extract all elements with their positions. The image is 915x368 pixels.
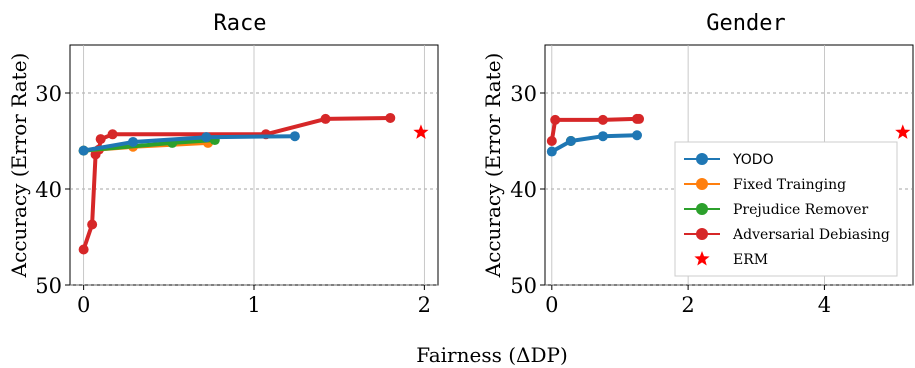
adversarial-debiasing-point xyxy=(634,113,645,124)
legend-marker-adversarial-debiasing xyxy=(696,228,708,240)
adversarial-debiasing-point xyxy=(385,112,396,123)
panel-title-race: Race xyxy=(214,11,267,36)
x-ticks-gender: 0 2 4 xyxy=(545,285,831,317)
adversarial-debiasing-point xyxy=(78,244,89,255)
yodo-point xyxy=(78,145,89,156)
y-axis-label-gender: Accuracy (Error Rate) xyxy=(481,53,505,279)
x-tick-label: 2 xyxy=(681,293,694,317)
legend-label-adversarial-debiasing: Adversarial Debiasing xyxy=(732,227,890,243)
y-ticks-race: 30 40 50 xyxy=(35,82,70,298)
panel-race: Race 30 40 50 0 1 2 xyxy=(35,11,439,317)
legend: YODO Fixed Trainging Prejudice Remover Adve… xyxy=(674,141,898,277)
legend-label-prejudice-remover: Prejudice Remover xyxy=(733,202,868,218)
adversarial-debiasing-point xyxy=(87,219,98,230)
x-tick-label: 2 xyxy=(418,293,431,317)
erm-star-point xyxy=(413,124,429,139)
legend-label-fixed-trainging: Fixed Trainging xyxy=(733,177,846,193)
legend-marker-prejudice-remover xyxy=(696,203,708,215)
y-axis-label-race: Accuracy (Error Rate) xyxy=(7,53,31,279)
y-tick-label: 40 xyxy=(510,178,537,202)
y-tick-label: 30 xyxy=(35,82,62,106)
x-tick-label: 0 xyxy=(545,293,558,317)
adversarial-debiasing-point xyxy=(95,134,106,145)
legend-marker-erm xyxy=(694,251,710,266)
adversarial-debiasing-point xyxy=(550,114,561,125)
x-tick-label: 0 xyxy=(77,293,90,317)
x-tick-label: 4 xyxy=(818,293,831,317)
yodo-point xyxy=(128,136,139,147)
y-ticks-gender: 30 40 50 xyxy=(510,82,545,298)
adversarial-debiasing-point xyxy=(320,113,331,124)
adversarial-debiasing-point xyxy=(107,129,118,140)
series-gender xyxy=(546,113,911,157)
adversarial-debiasing-point xyxy=(597,114,608,125)
y-tick-label: 40 xyxy=(35,178,62,202)
yodo-point xyxy=(546,146,557,157)
grid-race xyxy=(70,45,438,286)
shared-x-axis-label: Fairness (ΔDP) xyxy=(416,343,568,367)
yodo-point xyxy=(597,131,608,142)
legend-label-yodo: YODO xyxy=(732,152,774,168)
y-tick-label: 50 xyxy=(510,274,537,298)
y-tick-label: 50 xyxy=(35,274,62,298)
yodo-point xyxy=(565,136,576,146)
panel-title-gender: Gender xyxy=(706,11,785,36)
yodo-point xyxy=(201,132,212,143)
yodo-line xyxy=(550,133,638,154)
erm-star-point xyxy=(895,124,911,139)
series-race xyxy=(78,112,429,255)
legend-marker-yodo xyxy=(696,153,708,165)
x-tick-label: 1 xyxy=(247,293,260,317)
plot-frame-gender xyxy=(544,44,914,286)
panel-gender: Gender 30 40 50 0 2 4 xyxy=(510,11,914,317)
legend-marker-fixed-trainging xyxy=(696,178,708,190)
y-tick-label: 30 xyxy=(510,82,537,106)
yodo-line xyxy=(83,134,295,153)
yodo-point xyxy=(632,130,642,141)
adversarial-debiasing-point xyxy=(546,136,557,146)
x-ticks-race: 0 1 2 xyxy=(77,285,431,317)
legend-label-erm: ERM xyxy=(733,252,768,268)
yodo-point xyxy=(289,131,300,142)
